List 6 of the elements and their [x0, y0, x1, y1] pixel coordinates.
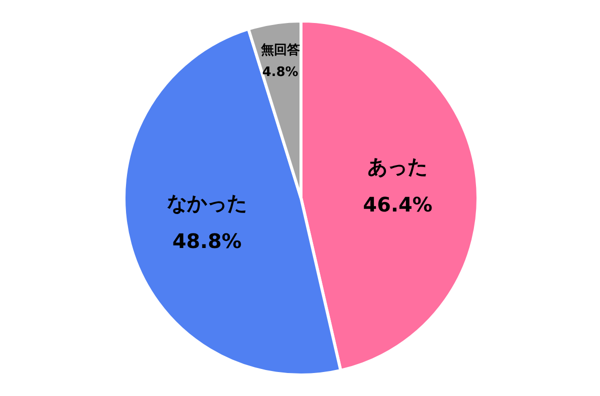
- data-label: 46.4%: [363, 192, 432, 216]
- slice-label: あった: [368, 154, 428, 178]
- data-label: 48.8%: [172, 228, 242, 253]
- slice-label: 無回答: [260, 43, 300, 58]
- data-label: 4.8%: [262, 65, 298, 80]
- slice-label: なかった: [167, 190, 248, 215]
